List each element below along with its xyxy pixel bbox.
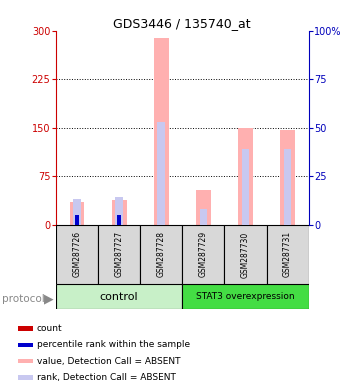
Bar <box>75 215 79 225</box>
Title: GDS3446 / 135740_at: GDS3446 / 135740_at <box>113 17 251 30</box>
Text: GSM287728: GSM287728 <box>157 232 166 277</box>
Bar <box>225 225 266 284</box>
Text: ▶: ▶ <box>44 292 53 305</box>
Bar <box>112 200 126 225</box>
Text: GSM287729: GSM287729 <box>199 231 208 278</box>
Bar <box>182 284 309 309</box>
Bar <box>242 149 249 225</box>
Bar <box>56 225 98 284</box>
Bar <box>266 225 309 284</box>
Text: GSM287727: GSM287727 <box>115 231 123 278</box>
Bar <box>196 190 211 225</box>
Bar <box>117 215 121 225</box>
Bar <box>157 122 165 225</box>
Bar <box>140 225 182 284</box>
Bar <box>18 375 33 380</box>
Bar <box>74 218 79 225</box>
Bar <box>98 225 140 284</box>
Bar <box>117 218 122 225</box>
Text: control: control <box>100 291 138 302</box>
Bar <box>238 128 253 225</box>
Text: count: count <box>36 324 62 333</box>
Text: percentile rank within the sample: percentile rank within the sample <box>36 340 190 349</box>
Bar <box>182 225 225 284</box>
Text: GSM287731: GSM287731 <box>283 231 292 278</box>
Bar <box>73 199 81 225</box>
Bar <box>18 343 33 347</box>
Bar <box>18 359 33 364</box>
Text: rank, Detection Call = ABSENT: rank, Detection Call = ABSENT <box>36 373 175 382</box>
Text: STAT3 overexpression: STAT3 overexpression <box>196 292 295 301</box>
Bar <box>70 202 84 225</box>
Bar <box>18 326 33 331</box>
Bar <box>56 284 182 309</box>
Text: value, Detection Call = ABSENT: value, Detection Call = ABSENT <box>36 357 180 366</box>
Text: protocol: protocol <box>2 294 44 304</box>
Text: GSM287726: GSM287726 <box>73 231 82 278</box>
Bar <box>280 130 295 225</box>
Text: GSM287730: GSM287730 <box>241 231 250 278</box>
Bar <box>154 38 169 225</box>
Bar <box>284 149 291 225</box>
Bar <box>115 197 123 225</box>
Bar <box>200 209 207 225</box>
